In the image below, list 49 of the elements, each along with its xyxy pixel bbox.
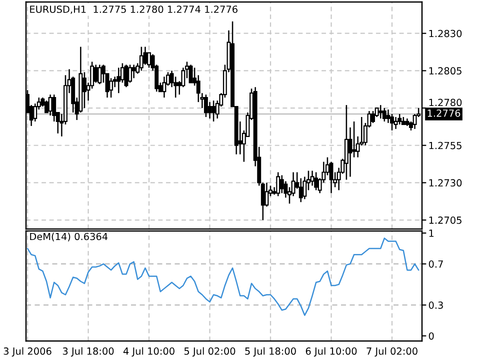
x-tick-label: 3 Jul 2006 — [4, 347, 52, 357]
candlestick — [276, 172, 280, 197]
y-tick-label: 0 — [428, 332, 434, 340]
y-tick-label: 0.7 — [428, 260, 443, 268]
candlestick — [390, 113, 394, 132]
y-tick-label: 1 — [429, 230, 434, 237]
candlestick — [280, 174, 284, 194]
candlestick — [48, 94, 52, 116]
candlestick — [208, 101, 212, 120]
candlestick — [344, 104, 348, 180]
candlestick — [329, 161, 334, 194]
candlestick — [204, 94, 208, 118]
candlestick — [52, 94, 56, 122]
candlestick — [98, 64, 102, 85]
candlestick — [124, 64, 128, 88]
y-tick-label: 1.2830 — [429, 30, 462, 38]
y-tick-label: 1.2780 — [429, 98, 462, 106]
candlestick — [212, 100, 216, 122]
candlestick — [162, 76, 166, 98]
candlestick — [394, 116, 398, 130]
candlestick — [378, 104, 383, 120]
candlestick — [139, 46, 144, 72]
candlestick — [188, 64, 193, 84]
x-tick-label: 6 Jul 10:00 — [306, 347, 357, 357]
x-tick-label: 3 Jul 18:00 — [62, 347, 114, 357]
candlestick — [264, 182, 269, 208]
chart-title: DeM(14) 0.6364 — [30, 232, 108, 242]
y-tick-label: 1.2755 — [429, 142, 462, 150]
candlestick — [94, 64, 98, 84]
candlestick — [82, 72, 86, 109]
y-tick-label: 0.3 — [428, 301, 443, 309]
y-tick-label: 1.2730 — [429, 179, 462, 187]
candlestick — [371, 110, 375, 124]
candlestick — [310, 170, 314, 186]
x-tick-label: 7 Jul 02:00 — [366, 347, 418, 357]
candlestick — [398, 113, 402, 126]
candlestick — [352, 120, 356, 158]
candlestick — [128, 64, 132, 84]
candlestick — [382, 107, 386, 122]
x-tick-label: 5 Jul 02:00 — [184, 347, 236, 357]
y-tick-label: 1.2805 — [429, 67, 462, 75]
candlestick — [132, 64, 136, 79]
candlestick — [314, 172, 318, 191]
chart-title: EURUSD,H1 1.2775 1.2780 1.2774 1.2776 — [30, 6, 238, 14]
candlestick — [116, 67, 121, 94]
y-tick-label: 1.2705 — [429, 216, 462, 224]
ref-line-label: 1.2776 — [428, 109, 460, 117]
x-tick-label: 4 Jul 10:00 — [123, 347, 174, 357]
x-tick-label: 5 Jul 18:00 — [245, 347, 296, 357]
